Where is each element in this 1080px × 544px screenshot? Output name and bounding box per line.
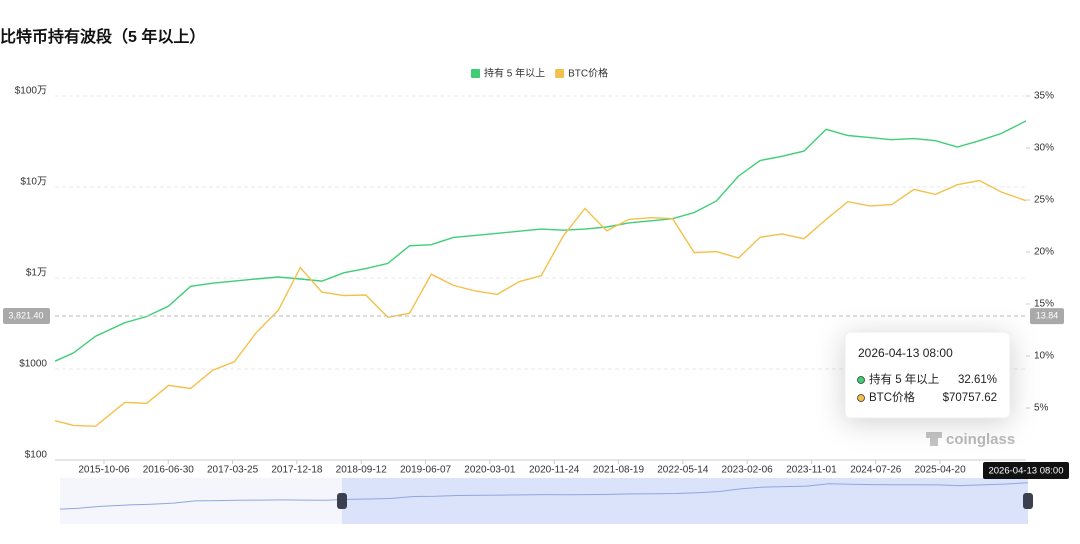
watermark: coinglass xyxy=(946,431,1015,448)
slider-line xyxy=(59,482,1029,510)
x-tick-label: 2022-05-14 xyxy=(657,465,709,476)
x-tick-label: 2020-03-01 xyxy=(464,465,516,476)
watermark-icon xyxy=(926,432,942,446)
tooltip-date: 2026-04-13 08:00 xyxy=(858,346,953,360)
crosshair-label-bg xyxy=(1030,308,1064,325)
tooltip-name: BTC价格 xyxy=(869,390,915,404)
x-tick-label: 2019-06-07 xyxy=(400,465,452,476)
slider-handle[interactable] xyxy=(337,493,347,509)
legend-swatch xyxy=(471,69,480,78)
x-tick-label: 2025-04-20 xyxy=(915,465,967,476)
tooltip-value: $70757.62 xyxy=(943,392,997,404)
x-tick-label: 2017-03-25 xyxy=(207,465,259,476)
x-tick-label: 2020-11-24 xyxy=(529,465,580,476)
crosshair-label: 3,821.40 xyxy=(8,310,43,320)
tooltip-value: 32.61% xyxy=(958,374,997,386)
y2-tick-label: 35% xyxy=(1034,91,1054,102)
x-tick-label: 2024-07-26 xyxy=(850,465,902,476)
y2-tick-label: 10% xyxy=(1034,351,1054,362)
y2-tick-label: 5% xyxy=(1034,403,1049,414)
x-pointer-label-bg xyxy=(983,462,1069,479)
y2-tick-label: 30% xyxy=(1034,143,1054,154)
x-tick-label: 2018-09-12 xyxy=(336,465,388,476)
x-tick-label: 2016-06-30 xyxy=(143,465,195,476)
series-line xyxy=(54,179,1027,427)
tooltip-box xyxy=(844,331,1011,419)
y-tick-label: $100万 xyxy=(15,86,47,97)
y2-tick-label: 20% xyxy=(1034,247,1054,258)
tooltip-dot xyxy=(857,376,865,384)
y-tick-label: $10万 xyxy=(20,177,47,188)
series-line xyxy=(54,120,1027,362)
y-tick-label: $1万 xyxy=(26,268,47,279)
x-tick-label: 2023-02-06 xyxy=(722,465,774,476)
zoom-slider[interactable] xyxy=(59,478,1033,524)
y-tick-label: $100 xyxy=(25,450,48,461)
crosshair-label: 13.84 xyxy=(1036,310,1059,320)
legend-label[interactable]: BTC价格 xyxy=(568,67,608,80)
x-tick-label: 2021-08-19 xyxy=(593,465,645,476)
x-tick-label: 2017-12-18 xyxy=(271,465,323,476)
chart-title: 比特币持有波段（5 年以上） xyxy=(0,27,205,46)
x-tick-label: 2015-10-06 xyxy=(78,465,130,476)
legend-label[interactable]: 持有 5 年以上 xyxy=(484,67,545,80)
x-pointer-label: 2026-04-13 08:00 xyxy=(988,466,1063,477)
tooltip: 2026-04-13 08:00 持有 5 年以上 32.61% BTC价格 $7075… xyxy=(844,331,1011,419)
crosshair-label-bg xyxy=(3,308,50,325)
tooltip-dot xyxy=(857,394,865,402)
y2-tick-label: 15% xyxy=(1034,299,1054,310)
legend: 持有 5 年以上 BTC价格 xyxy=(471,67,608,80)
slider-handle[interactable] xyxy=(1023,493,1033,509)
legend-swatch xyxy=(555,69,565,78)
slider-window[interactable] xyxy=(342,478,1028,524)
tooltip-name: 持有 5 年以上 xyxy=(869,372,939,386)
y-tick-label: $1000 xyxy=(19,359,47,370)
x-tick-label: 2023-11-01 xyxy=(786,465,837,476)
y2-tick-label: 25% xyxy=(1034,195,1054,206)
